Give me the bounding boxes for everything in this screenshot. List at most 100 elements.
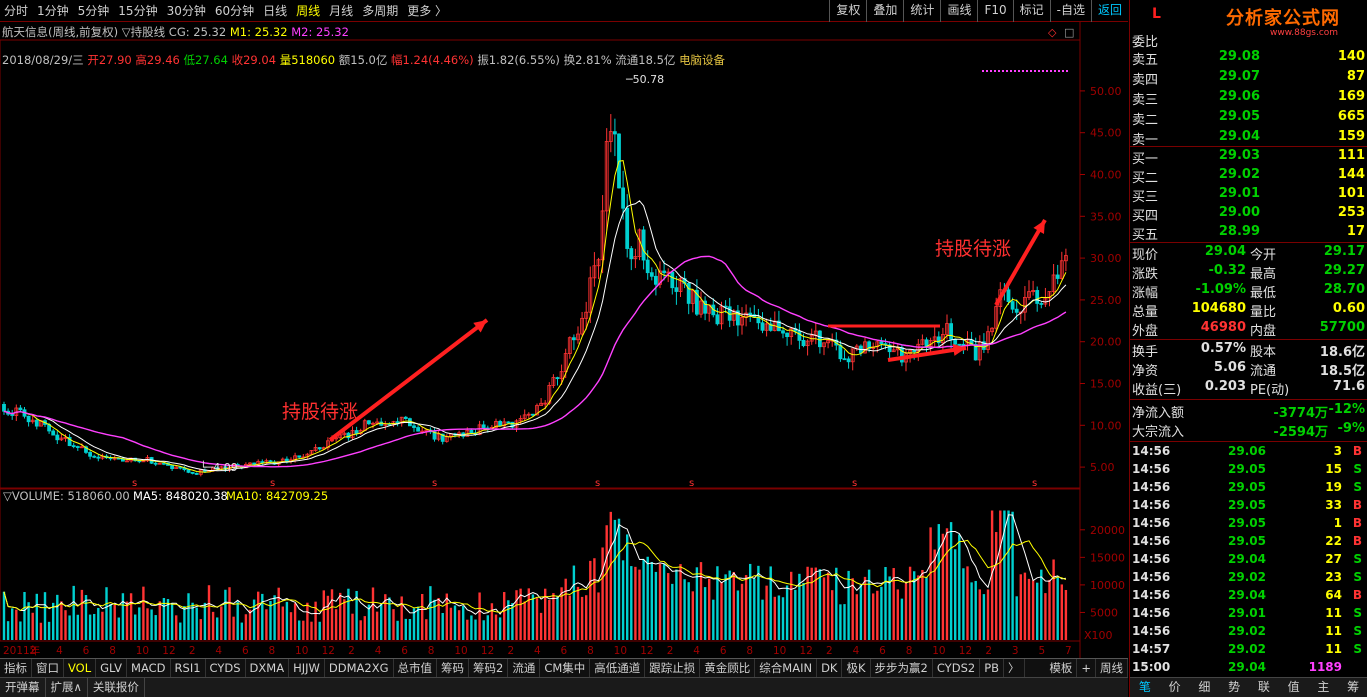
quote-tab[interactable]: 势 [1228,680,1241,694]
period-tab[interactable]: 分时 [4,4,29,18]
indicator-tab[interactable]: 窗口 [32,659,64,677]
bottom-button[interactable]: 开弹幕 [0,678,46,697]
tab-right-button[interactable]: + [1077,659,1096,677]
tool-button[interactable]: -自选 [1049,0,1091,22]
indicator-tab[interactable]: 筹码2 [469,659,509,677]
bottom-button[interactable]: 扩展∧ [46,678,88,697]
indicator-tab[interactable]: CYDS2 [933,659,981,677]
indicator-tab[interactable]: 极K [842,659,871,677]
indicator-tab[interactable]: VOL [64,659,97,677]
quote-tab[interactable]: 细 [1198,680,1211,694]
indicator-tab[interactable]: MACD [127,659,171,677]
window-icon[interactable]: □ [1064,26,1074,39]
tool-button[interactable]: 复权 [829,0,866,22]
indicator-tab[interactable]: HJJW [289,659,325,677]
tick-price: 29.05 [1228,462,1266,476]
tool-button[interactable]: 标记 [1012,0,1050,22]
period-tab[interactable]: 5分钟 [77,4,110,18]
tool-button[interactable]: 返回 [1090,0,1128,22]
period-tab[interactable]: 更多 〉 [407,4,448,18]
quote-tab[interactable]: 值 [1287,680,1300,694]
bid-row[interactable]: 买四 29.00 253 [1130,205,1367,224]
indicator-tab[interactable]: 流通 [508,659,541,677]
indicator-tab[interactable]: 指标 [0,659,32,677]
bid-row[interactable]: 买二 29.02 144 [1130,167,1367,186]
volume-bar [445,593,448,640]
dividend-marker-icon[interactable]: s [270,478,275,489]
tool-button[interactable]: F10 [977,0,1012,22]
indicator-tab[interactable]: CM集中 [540,659,591,677]
period-tab[interactable]: 月线 [329,4,354,18]
bottom-button[interactable]: 关联报价 [88,678,145,697]
indicator-tab[interactable]: 黄金顾比 [700,659,756,677]
tab-right-button[interactable]: 周线 [1096,659,1128,677]
quote-tab[interactable]: 筹 [1347,680,1360,694]
indicator-tab[interactable]: 总市值 [394,659,437,677]
indicator-tab[interactable]: 〉 [1004,659,1025,677]
period-tab[interactable]: 1分钟 [37,4,69,18]
diamond-icon[interactable]: ◇ [1048,26,1057,39]
ask-row[interactable]: 卖四 29.07 87 [1130,69,1367,88]
indicator-tab[interactable]: GLV [96,659,128,677]
quote-tab[interactable]: 主 [1317,680,1330,694]
indicator-tab[interactable]: CYDS [206,659,246,677]
tool-button[interactable]: 叠加 [866,0,903,22]
indicator-tab[interactable]: DDMA2XG [325,659,394,677]
volume-bar [601,547,604,640]
date-tick-label: 12 [959,645,972,657]
tab-right-button[interactable]: 模板 [1045,659,1078,677]
kline-chart-canvas[interactable]: 50.0045.0040.0035.0030.0025.0020.0015.00… [0,0,1128,660]
quote-tab[interactable]: 价 [1168,680,1181,694]
indicator-tab[interactable]: 步步为赢2 [871,659,933,677]
dividend-marker-icon[interactable]: s [132,478,137,489]
tick-price: 29.05 [1228,516,1266,530]
dividend-marker-icon[interactable]: s [595,478,600,489]
candle-body [600,210,605,261]
indicator-tab[interactable]: 跟踪止损 [645,659,701,677]
ask-row[interactable]: 卖二 29.05 665 [1130,109,1367,128]
indicator-tab[interactable]: DXMA [246,659,290,677]
period-tab[interactable]: 60分钟 [214,4,255,18]
volume-bar [228,587,231,640]
indicator-tab[interactable]: 高低通道 [590,659,646,677]
dividend-marker-icon[interactable]: s [689,478,694,489]
dividend-marker-icon[interactable]: s [432,478,437,489]
dividend-marker-icon[interactable]: s [852,478,857,489]
date-tick-label: 12 [162,645,175,657]
volume-bar [1027,578,1031,640]
indicator-tab[interactable]: 综合MAIN [755,659,818,677]
indicator-tab[interactable]: 筹码 [437,659,469,677]
candle-body [686,282,691,304]
volume-bar [23,591,26,640]
bid-row[interactable]: 买三 29.01 101 [1130,186,1367,205]
bid-row[interactable]: 买一 29.03 111 [1130,148,1367,167]
ask-row[interactable]: 卖一 29.04 159 [1130,129,1367,148]
indicator-tab[interactable]: PB [980,659,1005,677]
volume-bar [1044,593,1047,640]
dividend-marker-icon[interactable]: s [1032,478,1037,489]
order-volume: 144 [1337,167,1365,182]
indicator-tab[interactable]: RSI1 [171,659,206,677]
date-tick-label: 10 [614,645,627,657]
quote-tab[interactable]: 联 [1257,680,1270,694]
order-price: 29.00 [1218,205,1260,220]
period-tab[interactable]: 30分钟 [166,4,206,18]
volume-bar [93,613,96,640]
period-tab[interactable]: 多周期 [362,4,399,18]
volume-bar [207,585,211,640]
period-tab[interactable]: 周线 [296,4,321,18]
tool-button[interactable]: 统计 [903,0,940,22]
period-tab[interactable]: 日线 [263,4,288,18]
period-tab[interactable]: 15分钟 [118,4,158,18]
quote-tab[interactable]: 笔 [1138,680,1151,694]
ask-row[interactable]: 卖三 29.06 169 [1130,89,1367,108]
indicator-name[interactable]: ▽持股线 [121,25,166,39]
indicator-tab[interactable]: DK [817,659,843,677]
volume-bar [539,612,543,640]
sector-value[interactable]: 电脑设备 [679,53,726,67]
tool-button[interactable]: 画线 [940,0,977,22]
kline-chart-area[interactable]: 50.00 45.00 40.00 35.00 30.00 25.00 20.00 15.00… [0,0,1128,660]
ask-row[interactable]: 卖五 29.08 140 [1130,49,1367,68]
bid-row[interactable]: 买五 28.99 17 [1130,224,1367,243]
volume-bar [732,572,735,640]
